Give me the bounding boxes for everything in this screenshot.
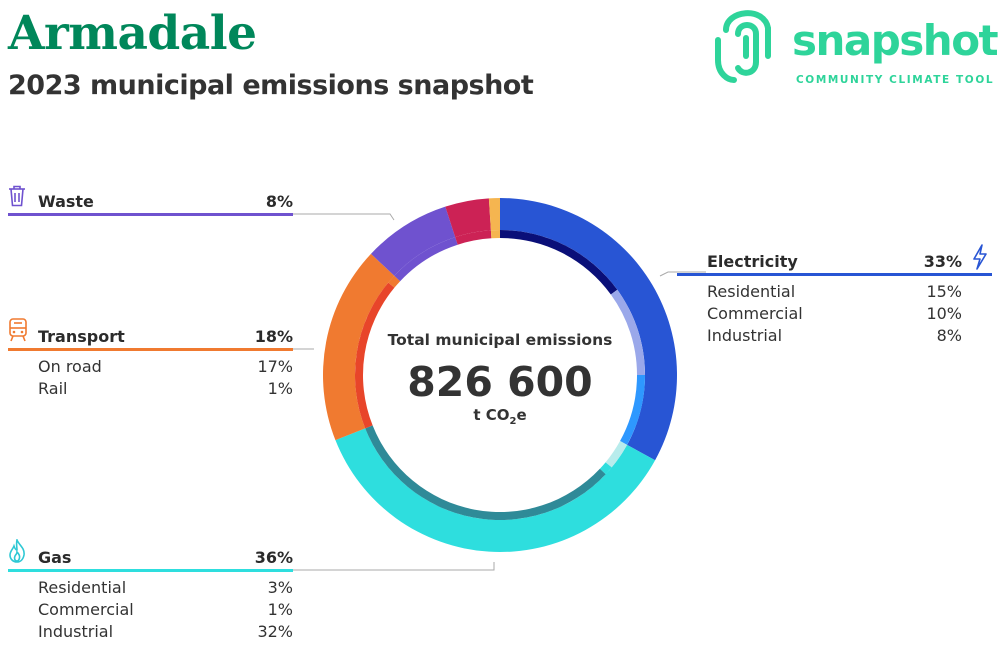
outer-segment-waste [370, 206, 456, 276]
inner-segment-electricity-industrial [620, 375, 645, 445]
legend-gas-header: Gas 36% [8, 539, 293, 572]
legend-transport-header: Transport 18% [8, 318, 293, 351]
page-title: Armadale [8, 6, 257, 61]
inner-segment-transport-on-road [355, 282, 395, 429]
legend-electricity-header: Electricity 33% [677, 244, 992, 276]
flame-icon [9, 539, 25, 563]
legend-waste: Waste 8% [8, 185, 293, 216]
outer-segment-gas [335, 428, 656, 552]
legend-electricity-name: Electricity [707, 252, 798, 271]
legend-gas-pct: 36% [254, 548, 293, 567]
legend-row: On road 17% [38, 357, 293, 376]
legend-electricity: Electricity 33% Residential 15% Commercia… [677, 244, 992, 346]
logo-wordmark: snapshot [792, 16, 999, 65]
legend-waste-name: Waste [38, 192, 94, 211]
legend-transport-name: Transport [38, 327, 125, 346]
outer-ring [323, 198, 677, 552]
leader-line-electricity [659, 271, 706, 277]
legend-transport: Transport 18% On road 17% Rail 1% [8, 318, 293, 399]
center-unit: t CO2e [473, 406, 526, 427]
fingerprint-logo-icon [715, 10, 771, 83]
inner-segment-transport-rail [388, 275, 401, 288]
inner-ring [355, 230, 645, 520]
inner-segment-gas-residential [605, 441, 628, 468]
legend-transport-pct: 18% [254, 327, 293, 346]
unit-subscript: 2 [510, 416, 517, 427]
legend-waste-header: Waste 8% [8, 185, 293, 216]
outer-segment-other-4 [445, 198, 491, 238]
legend-row: Rail 1% [38, 379, 293, 398]
leader-lines [292, 213, 706, 571]
inner-segment-electricity-residential [500, 230, 618, 295]
inner-segment-electricity-commercial [610, 289, 645, 375]
inner-segment-gas-commercial [599, 462, 612, 475]
legend-row: Industrial 8% [707, 326, 962, 345]
legend-waste-pct: 8% [265, 192, 293, 211]
lightning-icon [973, 244, 987, 270]
legend-row: Commercial 10% [707, 304, 962, 323]
trash-icon [9, 185, 25, 207]
leader-line-gas [292, 562, 495, 571]
legend-row: Commercial 1% [38, 600, 293, 619]
snapshot-logo: snapshot COMMUNITY CLIMATE TOOL [712, 0, 1000, 90]
center-label: Total municipal emissions [388, 331, 613, 349]
legend-row: Residential 3% [38, 578, 293, 597]
train-icon [9, 318, 27, 342]
leader-line-waste [292, 213, 395, 221]
unit-suffix: e [516, 406, 526, 424]
outer-segment-other-5 [488, 198, 500, 231]
unit-prefix: t CO [473, 406, 509, 424]
legend-gas-name: Gas [38, 548, 72, 567]
inner-segment-other-4 [455, 230, 492, 245]
center-total-value: 826 600 [407, 358, 592, 406]
legend-electricity-pct: 33% [923, 252, 962, 271]
page-subtitle: 2023 municipal emissions snapshot [8, 70, 534, 101]
logo-tagline: COMMUNITY CLIMATE TOOL [796, 74, 995, 86]
legend-row: Industrial 32% [38, 622, 293, 641]
outer-segment-transport [323, 253, 395, 441]
inner-segment-other-5 [490, 230, 500, 239]
inner-segment-waste [394, 237, 458, 282]
legend-row: Residential 15% [707, 282, 962, 301]
inner-segment-gas-industrial [365, 425, 606, 520]
outer-segment-electricity [500, 198, 677, 461]
legend-gas: Gas 36% Residential 3% Commercial 1% Indus… [8, 539, 293, 642]
